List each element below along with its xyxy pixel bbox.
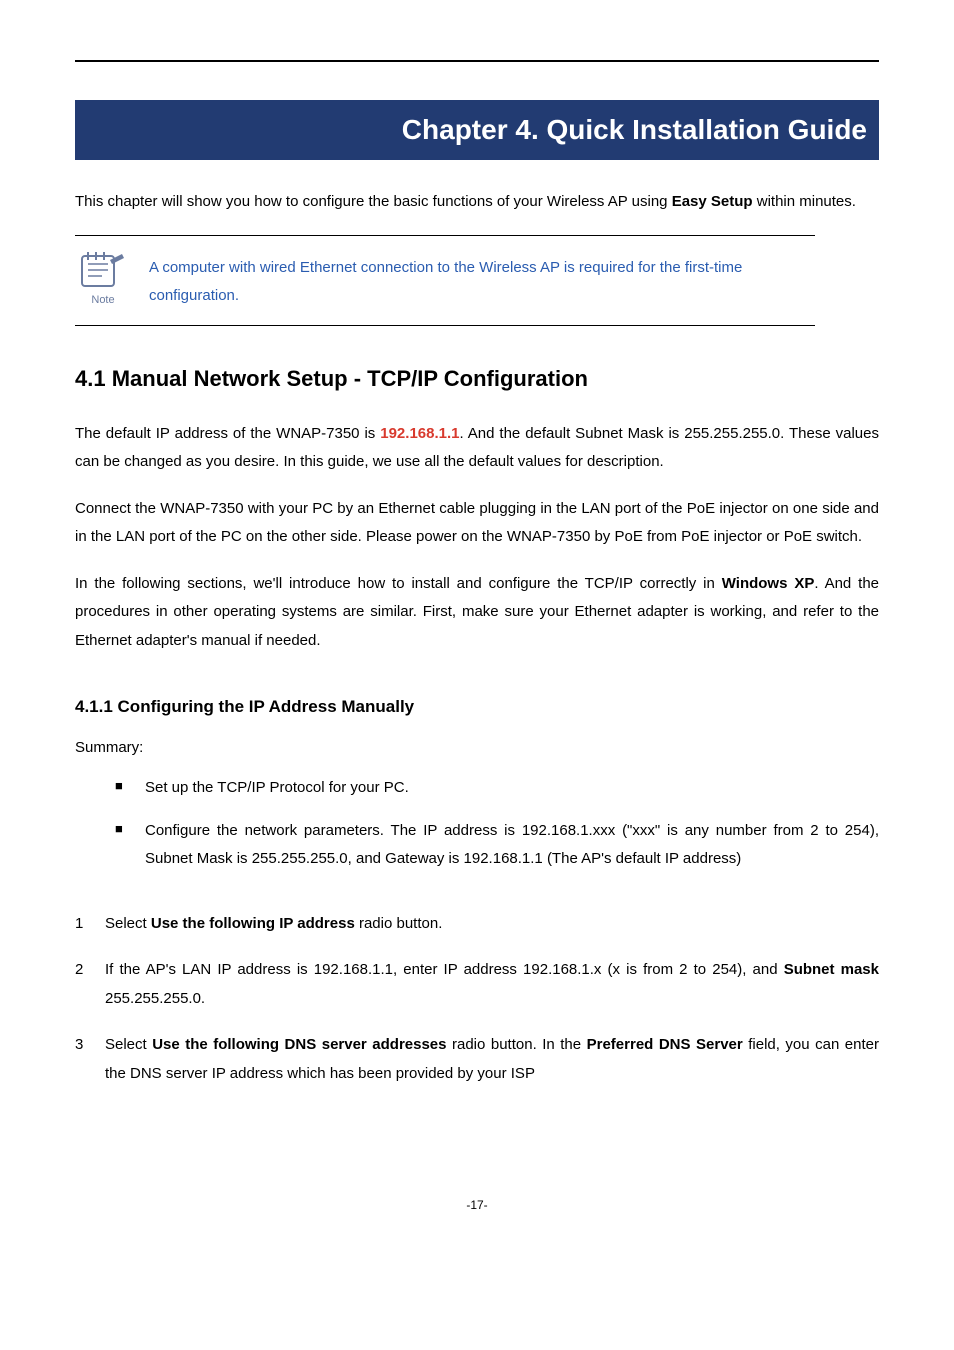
- step1-b: Use the following IP address: [151, 915, 355, 932]
- section-4-1-heading: 4.1 Manual Network Setup - TCP/IP Config…: [75, 366, 879, 392]
- steps-list: Select Use the following IP address radi…: [75, 910, 879, 1089]
- p3-bold: Windows XP: [722, 575, 815, 592]
- step3-d: Preferred DNS Server: [587, 1036, 743, 1053]
- summary-label: Summary:: [75, 739, 879, 756]
- list-item: Configure the network parameters. The IP…: [115, 817, 879, 874]
- summary-bullet-list: Set up the TCP/IP Protocol for your PC. …: [75, 774, 879, 874]
- note-icon: Note: [75, 250, 131, 306]
- intro-text-before: This chapter will show you how to config…: [75, 193, 672, 210]
- p3-before-bold: In the following sections, we'll introdu…: [75, 575, 722, 592]
- step1-c: radio button.: [355, 915, 443, 932]
- step-item-2: If the AP's LAN IP address is 192.168.1.…: [75, 956, 879, 1013]
- notepad-icon: [80, 250, 126, 290]
- step2-b: Subnet mask: [784, 961, 879, 978]
- chapter-banner: Chapter 4. Quick Installation Guide: [75, 100, 879, 160]
- top-rule: [75, 60, 879, 62]
- intro-bold: Easy Setup: [672, 193, 753, 210]
- step2-c: 255.255.255.0.: [105, 990, 205, 1007]
- step3-a: Select: [105, 1036, 152, 1053]
- section1-p3: In the following sections, we'll introdu…: [75, 570, 879, 656]
- step3-c: radio button. In the: [447, 1036, 587, 1053]
- p1-before-ip: The default IP address of the WNAP-7350 …: [75, 425, 380, 442]
- default-ip: 192.168.1.1: [380, 425, 459, 442]
- section1-p1: The default IP address of the WNAP-7350 …: [75, 420, 879, 477]
- note-text: A computer with wired Ethernet connectio…: [149, 250, 815, 311]
- step-item-1: Select Use the following IP address radi…: [75, 910, 879, 939]
- step1-a: Select: [105, 915, 151, 932]
- intro-paragraph: This chapter will show you how to config…: [75, 188, 879, 217]
- intro-text-after: within minutes.: [753, 193, 856, 210]
- step-item-3: Select Use the following DNS server addr…: [75, 1031, 879, 1088]
- section1-p2: Connect the WNAP-7350 with your PC by an…: [75, 495, 879, 552]
- step2-a: If the AP's LAN IP address is 192.168.1.…: [105, 961, 784, 978]
- document-page: Chapter 4. Quick Installation Guide This…: [0, 0, 954, 1252]
- page-number: -17-: [75, 1198, 879, 1212]
- note-block: Note A computer with wired Ethernet conn…: [75, 235, 815, 326]
- list-item: Set up the TCP/IP Protocol for your PC.: [115, 774, 879, 803]
- step3-b: Use the following DNS server addresses: [152, 1036, 446, 1053]
- note-icon-label: Note: [91, 294, 114, 306]
- section-4-1-1-heading: 4.1.1 Configuring the IP Address Manuall…: [75, 697, 879, 717]
